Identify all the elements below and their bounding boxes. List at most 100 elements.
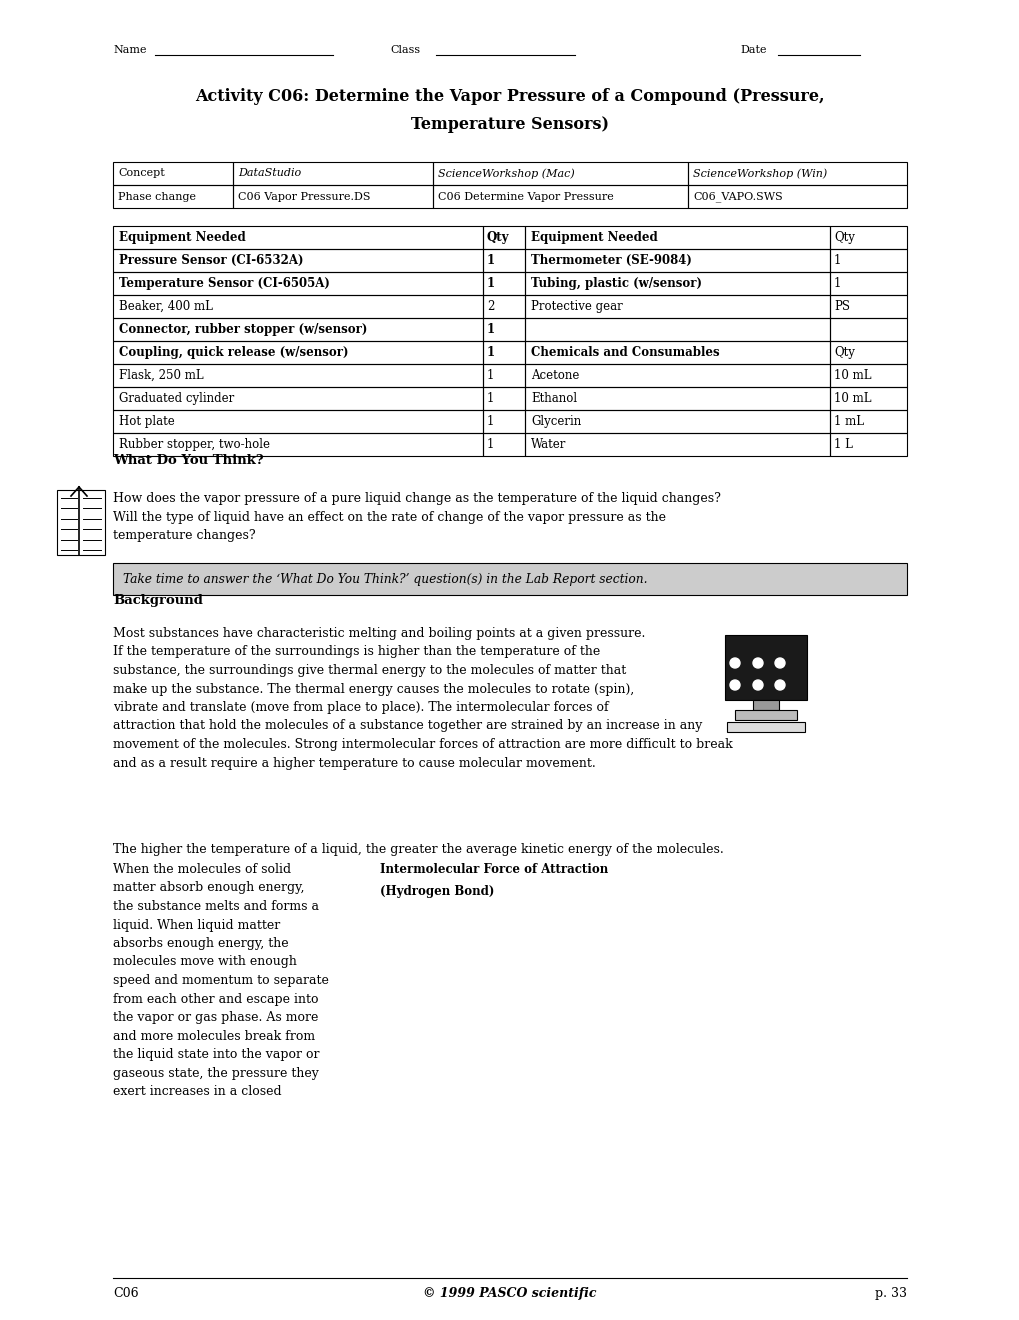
Bar	[483, 226, 525, 249]
Text: When the molecules of solid
matter absorb enough energy,
the substance melts and: When the molecules of solid matter absor…	[113, 863, 328, 1098]
Text: Background: Background	[113, 594, 203, 607]
Text: (Hydrogen Bond): (Hydrogen Bond)	[380, 884, 494, 898]
Text: Hot plate: Hot plate	[119, 414, 174, 428]
Bar	[829, 387, 906, 411]
Text: The higher the temperature of a liquid, the greater the average kinetic energy o: The higher the temperature of a liquid, …	[113, 843, 723, 855]
Bar	[525, 433, 829, 455]
Bar	[725, 635, 806, 700]
Text: 1: 1	[486, 323, 494, 337]
Bar	[232, 185, 433, 209]
Text: C06 Determine Vapor Pressure: C06 Determine Vapor Pressure	[437, 191, 613, 202]
Bar	[829, 318, 906, 341]
Text: 10 mL: 10 mL	[834, 392, 870, 405]
Bar	[727, 722, 804, 733]
Text: Activity C06: Determine the Vapor Pressure of a Compound (Pressure,: Activity C06: Determine the Vapor Pressu…	[195, 88, 824, 106]
Text: PS: PS	[834, 300, 849, 313]
Bar	[525, 318, 829, 341]
Bar	[735, 710, 796, 719]
Bar	[752, 700, 779, 710]
Text: 1 mL: 1 mL	[834, 414, 863, 428]
Bar	[829, 226, 906, 249]
Text: ScienceWorkshop (Mac): ScienceWorkshop (Mac)	[437, 168, 574, 178]
Text: Beaker, 400 mL: Beaker, 400 mL	[119, 300, 213, 313]
Bar	[483, 364, 525, 387]
Bar	[525, 341, 829, 364]
Text: Tubing, plastic (w/sensor): Tubing, plastic (w/sensor)	[531, 277, 701, 290]
Text: Temperature Sensor (CI-6505A): Temperature Sensor (CI-6505A)	[119, 277, 329, 290]
Text: Phase change: Phase change	[118, 191, 196, 202]
Text: 1: 1	[486, 438, 494, 451]
Text: 1: 1	[486, 414, 494, 428]
Bar	[113, 162, 232, 185]
Bar	[688, 162, 906, 185]
Bar	[113, 226, 483, 249]
Bar	[113, 341, 483, 364]
Text: Take time to answer the ‘What Do You Think?’ question(s) in the Lab Report secti: Take time to answer the ‘What Do You Thi…	[123, 573, 647, 586]
Text: ScienceWorkshop (Win): ScienceWorkshop (Win)	[692, 168, 826, 178]
Text: Ethanol: Ethanol	[531, 392, 577, 405]
Bar	[483, 294, 525, 318]
Bar	[483, 433, 525, 455]
Bar	[483, 341, 525, 364]
Text: Name: Name	[113, 45, 147, 55]
Circle shape	[730, 657, 739, 668]
Text: Date: Date	[739, 45, 765, 55]
Text: Concept: Concept	[118, 169, 165, 178]
Text: Protective gear: Protective gear	[531, 300, 623, 313]
Text: C06: C06	[113, 1287, 139, 1300]
Text: 1: 1	[834, 277, 841, 290]
Text: Qty: Qty	[834, 231, 854, 244]
Circle shape	[752, 680, 762, 690]
Bar	[483, 318, 525, 341]
Text: Graduated cylinder: Graduated cylinder	[119, 392, 234, 405]
Text: Glycerin: Glycerin	[531, 414, 581, 428]
Bar	[113, 433, 483, 455]
Bar	[525, 387, 829, 411]
Text: 1 L: 1 L	[834, 438, 852, 451]
Text: 1: 1	[486, 253, 494, 267]
Bar	[829, 249, 906, 272]
Text: 1: 1	[486, 277, 494, 290]
Circle shape	[774, 657, 785, 668]
Bar	[525, 294, 829, 318]
Bar	[829, 364, 906, 387]
Text: Equipment Needed: Equipment Needed	[531, 231, 657, 244]
Bar	[829, 294, 906, 318]
Bar	[113, 411, 483, 433]
Bar	[525, 411, 829, 433]
Bar	[113, 318, 483, 341]
Text: Most substances have characteristic melting and boiling points at a given pressu: Most substances have characteristic melt…	[113, 627, 732, 770]
Text: What Do You Think?: What Do You Think?	[113, 454, 263, 467]
Text: Pressure Sensor (CI-6532A): Pressure Sensor (CI-6532A)	[119, 253, 304, 267]
Text: Acetone: Acetone	[531, 370, 579, 381]
Bar	[113, 185, 232, 209]
Text: p. 33: p. 33	[874, 1287, 906, 1300]
Text: 1: 1	[834, 253, 841, 267]
Text: How does the vapor pressure of a pure liquid change as the temperature of the li: How does the vapor pressure of a pure li…	[113, 492, 720, 543]
Text: Qty: Qty	[834, 346, 854, 359]
Bar	[483, 411, 525, 433]
Bar	[829, 411, 906, 433]
Text: Intermolecular Force of Attraction: Intermolecular Force of Attraction	[380, 863, 607, 876]
Text: Flask, 250 mL: Flask, 250 mL	[119, 370, 204, 381]
Bar	[57, 490, 105, 554]
Circle shape	[730, 680, 739, 690]
Text: 1: 1	[486, 370, 494, 381]
Text: 1: 1	[486, 392, 494, 405]
Text: Thermometer (SE-9084): Thermometer (SE-9084)	[531, 253, 691, 267]
Text: Class: Class	[389, 45, 420, 55]
Bar	[483, 272, 525, 294]
Circle shape	[774, 680, 785, 690]
Text: Qty: Qty	[486, 231, 510, 244]
Bar	[113, 272, 483, 294]
Text: Temperature Sensors): Temperature Sensors)	[411, 116, 608, 133]
Bar	[433, 162, 688, 185]
Bar	[688, 185, 906, 209]
Bar	[829, 341, 906, 364]
Circle shape	[752, 657, 762, 668]
Bar	[525, 364, 829, 387]
Text: Equipment Needed: Equipment Needed	[119, 231, 246, 244]
Bar	[113, 249, 483, 272]
Text: Water: Water	[531, 438, 566, 451]
Bar	[433, 185, 688, 209]
